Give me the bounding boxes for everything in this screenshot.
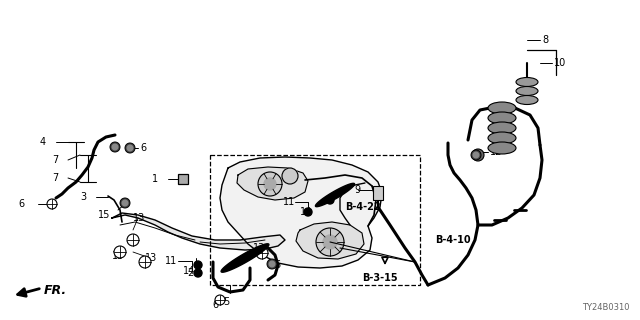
Text: 6: 6 bbox=[274, 260, 280, 270]
Ellipse shape bbox=[488, 122, 516, 134]
Text: B-4-10: B-4-10 bbox=[435, 235, 470, 245]
Circle shape bbox=[258, 172, 282, 196]
Circle shape bbox=[194, 269, 202, 277]
Text: 9: 9 bbox=[354, 185, 360, 195]
Circle shape bbox=[127, 145, 132, 151]
Circle shape bbox=[264, 178, 276, 190]
Polygon shape bbox=[112, 213, 285, 250]
Text: 2: 2 bbox=[187, 268, 193, 278]
Text: 15: 15 bbox=[98, 210, 110, 220]
Text: 13: 13 bbox=[145, 253, 157, 263]
Text: 10: 10 bbox=[554, 58, 566, 68]
Polygon shape bbox=[296, 222, 364, 259]
Text: 11: 11 bbox=[165, 256, 177, 266]
Circle shape bbox=[256, 247, 268, 259]
Text: 6: 6 bbox=[140, 143, 146, 153]
Circle shape bbox=[122, 200, 128, 206]
Circle shape bbox=[473, 152, 479, 158]
Text: 3: 3 bbox=[80, 192, 86, 202]
Circle shape bbox=[316, 228, 344, 256]
Polygon shape bbox=[221, 244, 269, 272]
Circle shape bbox=[125, 143, 135, 153]
Ellipse shape bbox=[516, 77, 538, 86]
Text: 7: 7 bbox=[52, 173, 58, 183]
Circle shape bbox=[139, 256, 151, 268]
Circle shape bbox=[194, 261, 202, 269]
Bar bbox=[373, 186, 383, 200]
Ellipse shape bbox=[488, 102, 516, 114]
Text: B-3-15: B-3-15 bbox=[362, 273, 397, 283]
Polygon shape bbox=[220, 157, 382, 268]
Text: 13: 13 bbox=[112, 251, 124, 261]
Text: B-4-22: B-4-22 bbox=[345, 202, 381, 212]
Circle shape bbox=[120, 198, 130, 208]
Circle shape bbox=[472, 149, 484, 161]
Circle shape bbox=[112, 144, 118, 150]
Circle shape bbox=[110, 142, 120, 152]
Text: 4: 4 bbox=[40, 137, 46, 147]
Circle shape bbox=[282, 168, 298, 184]
Circle shape bbox=[471, 150, 481, 160]
Circle shape bbox=[326, 196, 334, 204]
Text: 1: 1 bbox=[152, 174, 158, 184]
Text: 14: 14 bbox=[183, 266, 195, 276]
Circle shape bbox=[47, 199, 57, 209]
Text: 13: 13 bbox=[253, 243, 265, 253]
Bar bbox=[178, 174, 188, 184]
Circle shape bbox=[269, 261, 275, 267]
Circle shape bbox=[215, 295, 225, 305]
Ellipse shape bbox=[488, 112, 516, 124]
Ellipse shape bbox=[488, 132, 516, 144]
Circle shape bbox=[114, 246, 126, 258]
Text: FR.: FR. bbox=[44, 284, 67, 297]
Text: 11: 11 bbox=[283, 197, 295, 207]
Text: 13: 13 bbox=[133, 213, 145, 223]
Circle shape bbox=[127, 234, 139, 246]
Text: 6: 6 bbox=[212, 300, 218, 310]
Text: 8: 8 bbox=[542, 35, 548, 45]
Ellipse shape bbox=[516, 95, 538, 105]
Text: 14: 14 bbox=[300, 207, 312, 217]
Text: 7: 7 bbox=[52, 155, 58, 165]
Text: 6: 6 bbox=[18, 199, 24, 209]
Bar bbox=[210, 155, 420, 285]
Ellipse shape bbox=[488, 142, 516, 154]
Circle shape bbox=[267, 259, 277, 269]
Ellipse shape bbox=[516, 86, 538, 95]
Polygon shape bbox=[316, 183, 355, 207]
Polygon shape bbox=[237, 167, 308, 200]
Text: TY24B0310: TY24B0310 bbox=[582, 303, 630, 312]
Circle shape bbox=[323, 235, 337, 249]
Circle shape bbox=[304, 208, 312, 216]
Text: 5: 5 bbox=[223, 297, 229, 307]
Text: 12: 12 bbox=[490, 147, 502, 157]
